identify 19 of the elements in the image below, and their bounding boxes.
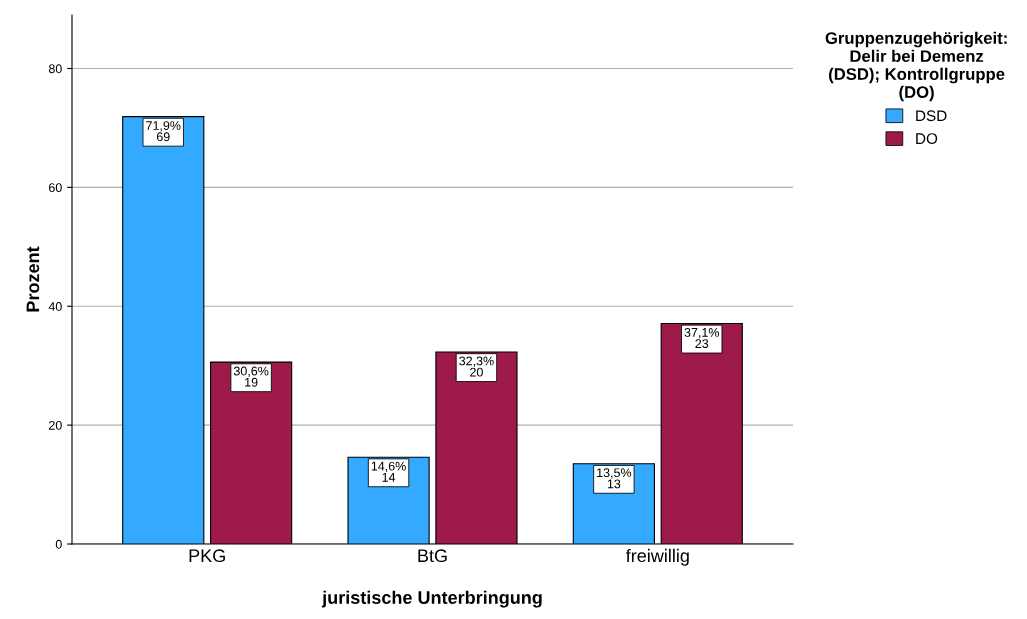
y-tick-label: 0 [55, 539, 62, 549]
x-tick-label: PKG [189, 549, 225, 563]
legend-label: DSD [916, 110, 947, 122]
data-label: 37,1% 23 [684, 327, 720, 349]
legend-label: DO [916, 133, 938, 145]
data-label: 14,6% 14 [371, 461, 406, 482]
y-tick-label: 80 [48, 64, 62, 74]
y-tick-label: 20 [49, 420, 62, 430]
data-label: 71,9% 69 [146, 121, 181, 142]
x-tick-label: BtG [418, 549, 447, 563]
y-tick-label: 60 [49, 183, 62, 193]
x-axis-title: juristische Unterbringung [321, 590, 542, 608]
data-label: 30,6% 19 [233, 366, 269, 387]
x-tick-label: freiwillig [625, 548, 689, 566]
y-tick-label: 40 [48, 302, 62, 311]
legend-title: Gruppenzugehörigkeit: Delir bei Demenz (DSD); Kontrollgruppe (DO) [825, 31, 1007, 102]
y-axis-title: Prozent [26, 246, 40, 312]
data-label: 32,3% 20 [459, 356, 494, 377]
data-label: 13,5% 13 [597, 468, 632, 489]
